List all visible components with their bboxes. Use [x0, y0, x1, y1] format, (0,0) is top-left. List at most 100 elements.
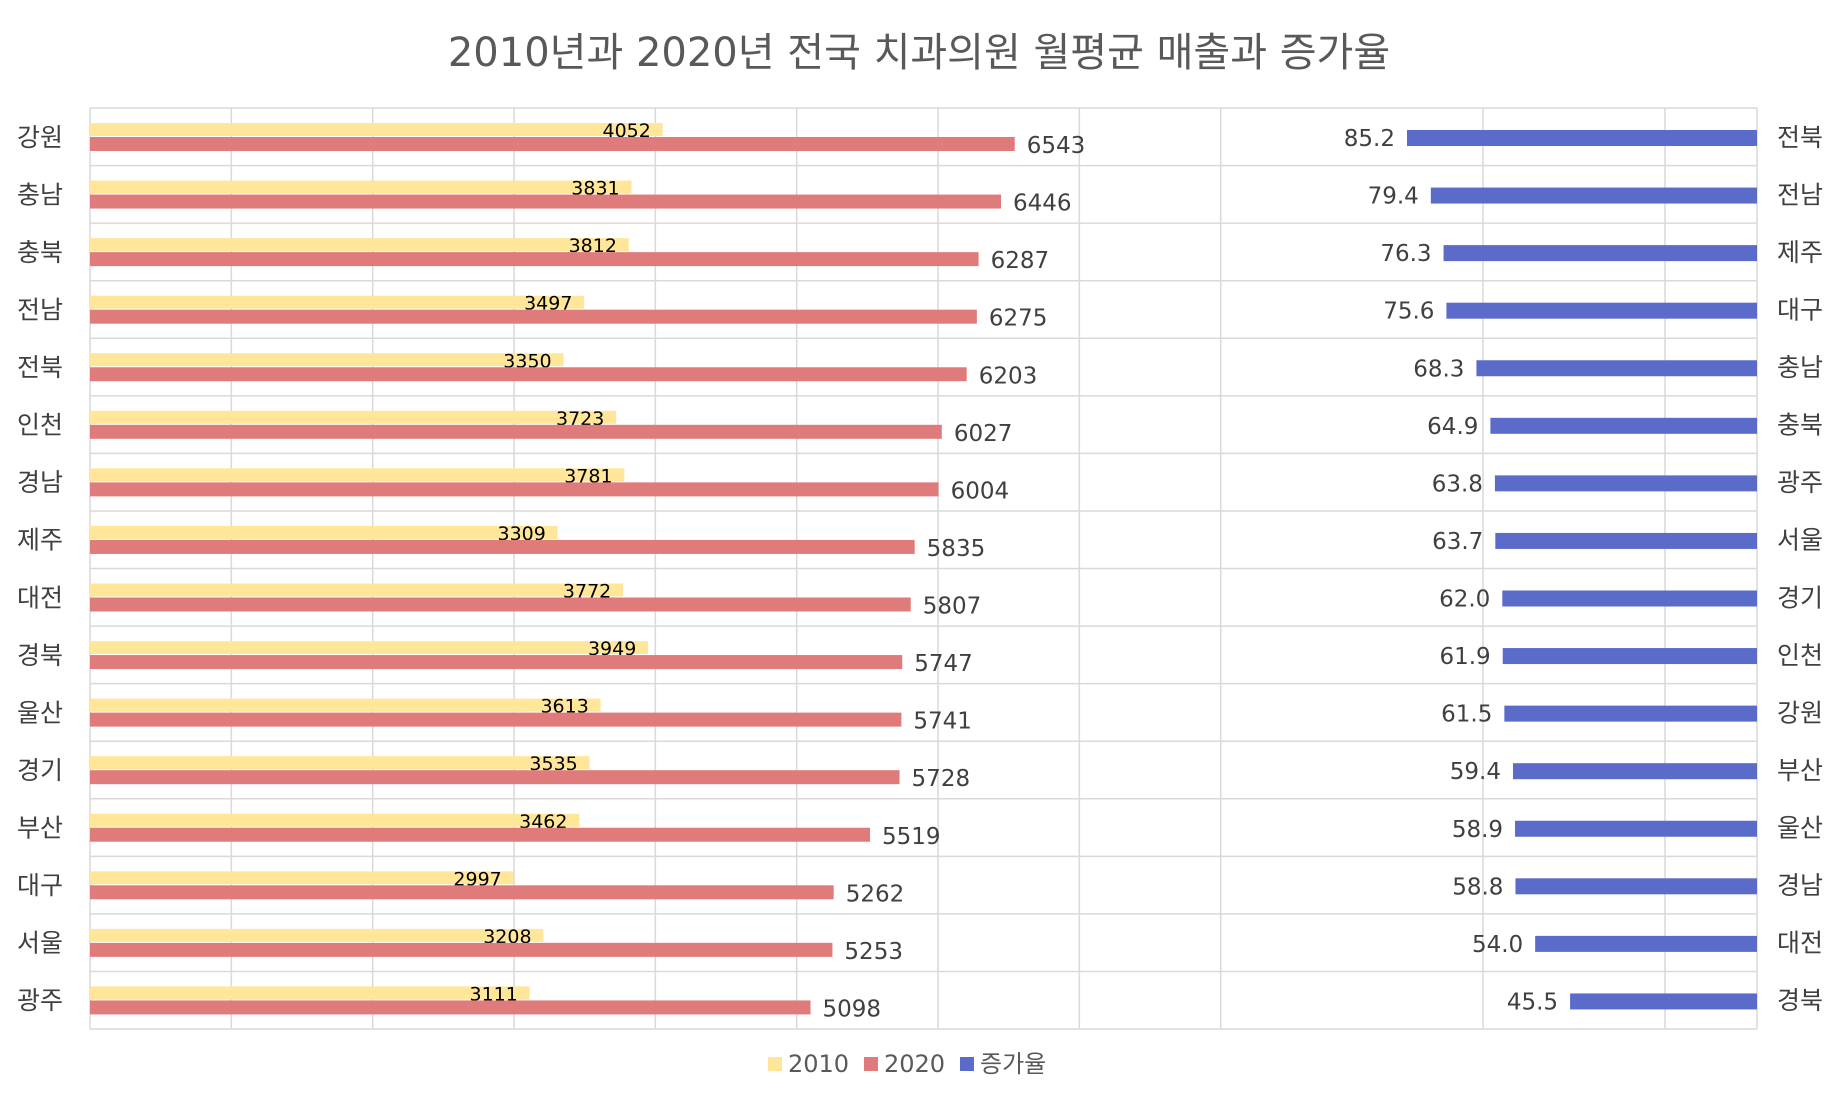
bar-increase-rate [1443, 245, 1757, 262]
bar-2010 [90, 123, 663, 136]
category-label-left: 전북 [17, 353, 63, 382]
bar-increase-rate [1502, 590, 1757, 607]
data-label-increase-rate: 45.5 [1507, 989, 1558, 1015]
bar-2010 [90, 353, 564, 367]
bar-2020 [90, 885, 834, 900]
category-label-left: 대구 [17, 871, 63, 900]
data-label-2010: 4052 [603, 120, 651, 142]
left-bar-chart: 강원 4052 6543 충남 3831 6446 충북 3812 6287 전남 3497 6275… [17, 120, 1085, 1022]
category-label-right: 제주 [1777, 238, 1823, 267]
bar-2010 [90, 986, 530, 1000]
bar-2010 [90, 295, 585, 309]
bar-increase-rate [1490, 417, 1757, 434]
bar-increase-rate [1570, 993, 1757, 1010]
bar-2020 [90, 597, 911, 612]
bar-increase-rate [1476, 360, 1757, 377]
category-label-right: 경기 [1777, 583, 1823, 612]
data-label-2020: 6446 [1013, 191, 1072, 217]
data-label-2010: 3831 [571, 178, 619, 200]
data-label-2020: 6203 [979, 363, 1038, 389]
data-label-increase-rate: 59.4 [1450, 759, 1501, 785]
bar-2020 [90, 252, 979, 267]
data-label-2010: 3208 [483, 926, 531, 948]
data-label-increase-rate: 58.9 [1452, 817, 1503, 843]
chart-title: 2010년과 2020년 전국 치과의원 월평균 매출과 증가율 [448, 30, 1390, 76]
data-label-2020: 5098 [823, 996, 882, 1022]
data-label-2010: 3497 [524, 293, 572, 315]
data-label-2010: 3111 [470, 983, 518, 1005]
legend-swatch [960, 1057, 974, 1071]
bar-increase-rate [1504, 705, 1757, 722]
data-label-increase-rate: 64.9 [1427, 414, 1478, 440]
data-label-2020: 6543 [1027, 133, 1086, 159]
data-label-increase-rate: 62.0 [1439, 587, 1490, 613]
category-label-left: 제주 [17, 526, 63, 555]
data-label-2010: 3949 [588, 638, 636, 660]
bar-increase-rate [1446, 302, 1757, 319]
bar-2020 [90, 827, 871, 842]
legend-label: 2010 [788, 1050, 849, 1078]
bar-2020 [90, 482, 939, 497]
bar-2020 [90, 194, 1002, 209]
bar-2020 [90, 942, 833, 957]
bar-increase-rate [1515, 878, 1757, 895]
bar-increase-rate [1502, 648, 1757, 665]
bar-increase-rate [1406, 130, 1757, 146]
bar-increase-rate [1495, 532, 1757, 549]
bar-2020 [90, 424, 942, 439]
data-label-increase-rate: 76.3 [1380, 241, 1431, 267]
category-label-right: 인천 [1777, 641, 1823, 670]
data-label-increase-rate: 75.6 [1383, 299, 1434, 325]
bar-2010 [90, 468, 625, 482]
bar-2020 [90, 367, 967, 382]
category-label-left: 경남 [17, 468, 63, 497]
category-label-right: 서울 [1777, 526, 1823, 555]
bar-increase-rate [1494, 475, 1757, 492]
bar-2010 [90, 698, 601, 712]
data-label-2020: 5741 [913, 709, 972, 735]
category-label-left: 충남 [17, 180, 63, 209]
data-label-increase-rate: 58.8 [1452, 874, 1503, 900]
data-label-increase-rate: 63.7 [1432, 529, 1483, 555]
bar-2010 [90, 756, 590, 770]
category-label-right: 강원 [1777, 698, 1823, 727]
data-label-2020: 5835 [927, 536, 986, 562]
bar-2020 [90, 137, 1015, 151]
data-label-2020: 6027 [954, 421, 1013, 447]
bar-2010 [90, 871, 514, 885]
category-label-left: 서울 [17, 929, 63, 958]
category-label-left: 울산 [17, 698, 63, 727]
data-label-2010: 3309 [497, 523, 545, 545]
bar-increase-rate [1430, 187, 1757, 204]
category-label-left: 부산 [17, 814, 63, 843]
bar-2010 [90, 641, 649, 655]
bar-increase-rate [1515, 820, 1757, 837]
data-label-2020: 6275 [989, 306, 1048, 332]
bar-increase-rate [1535, 935, 1757, 952]
data-label-2010: 3613 [540, 696, 588, 718]
bar-2020 [90, 309, 977, 324]
bar-2020 [90, 655, 903, 670]
bar-2020 [90, 1000, 811, 1015]
category-label-right: 전북 [1777, 123, 1823, 152]
data-label-2020: 5519 [882, 824, 941, 850]
bar-2010 [90, 180, 632, 194]
category-label-right: 대구 [1777, 295, 1823, 324]
data-label-2020: 5262 [846, 881, 905, 907]
data-label-2020: 5253 [844, 939, 903, 965]
category-label-right: 전남 [1777, 180, 1823, 209]
bar-2010 [90, 813, 580, 827]
data-label-increase-rate: 68.3 [1413, 356, 1464, 382]
bar-2010 [90, 410, 617, 424]
legend-label: 2020 [884, 1050, 945, 1078]
category-label-right: 부산 [1777, 756, 1823, 785]
category-label-left: 인천 [17, 411, 63, 440]
data-label-2010: 2997 [453, 868, 501, 890]
bar-2010 [90, 583, 624, 597]
data-label-2010: 3781 [564, 465, 612, 487]
data-label-increase-rate: 63.8 [1432, 471, 1483, 497]
data-label-2010: 3462 [519, 811, 567, 833]
data-label-increase-rate: 54.0 [1472, 932, 1523, 958]
category-label-right: 충북 [1777, 411, 1823, 440]
